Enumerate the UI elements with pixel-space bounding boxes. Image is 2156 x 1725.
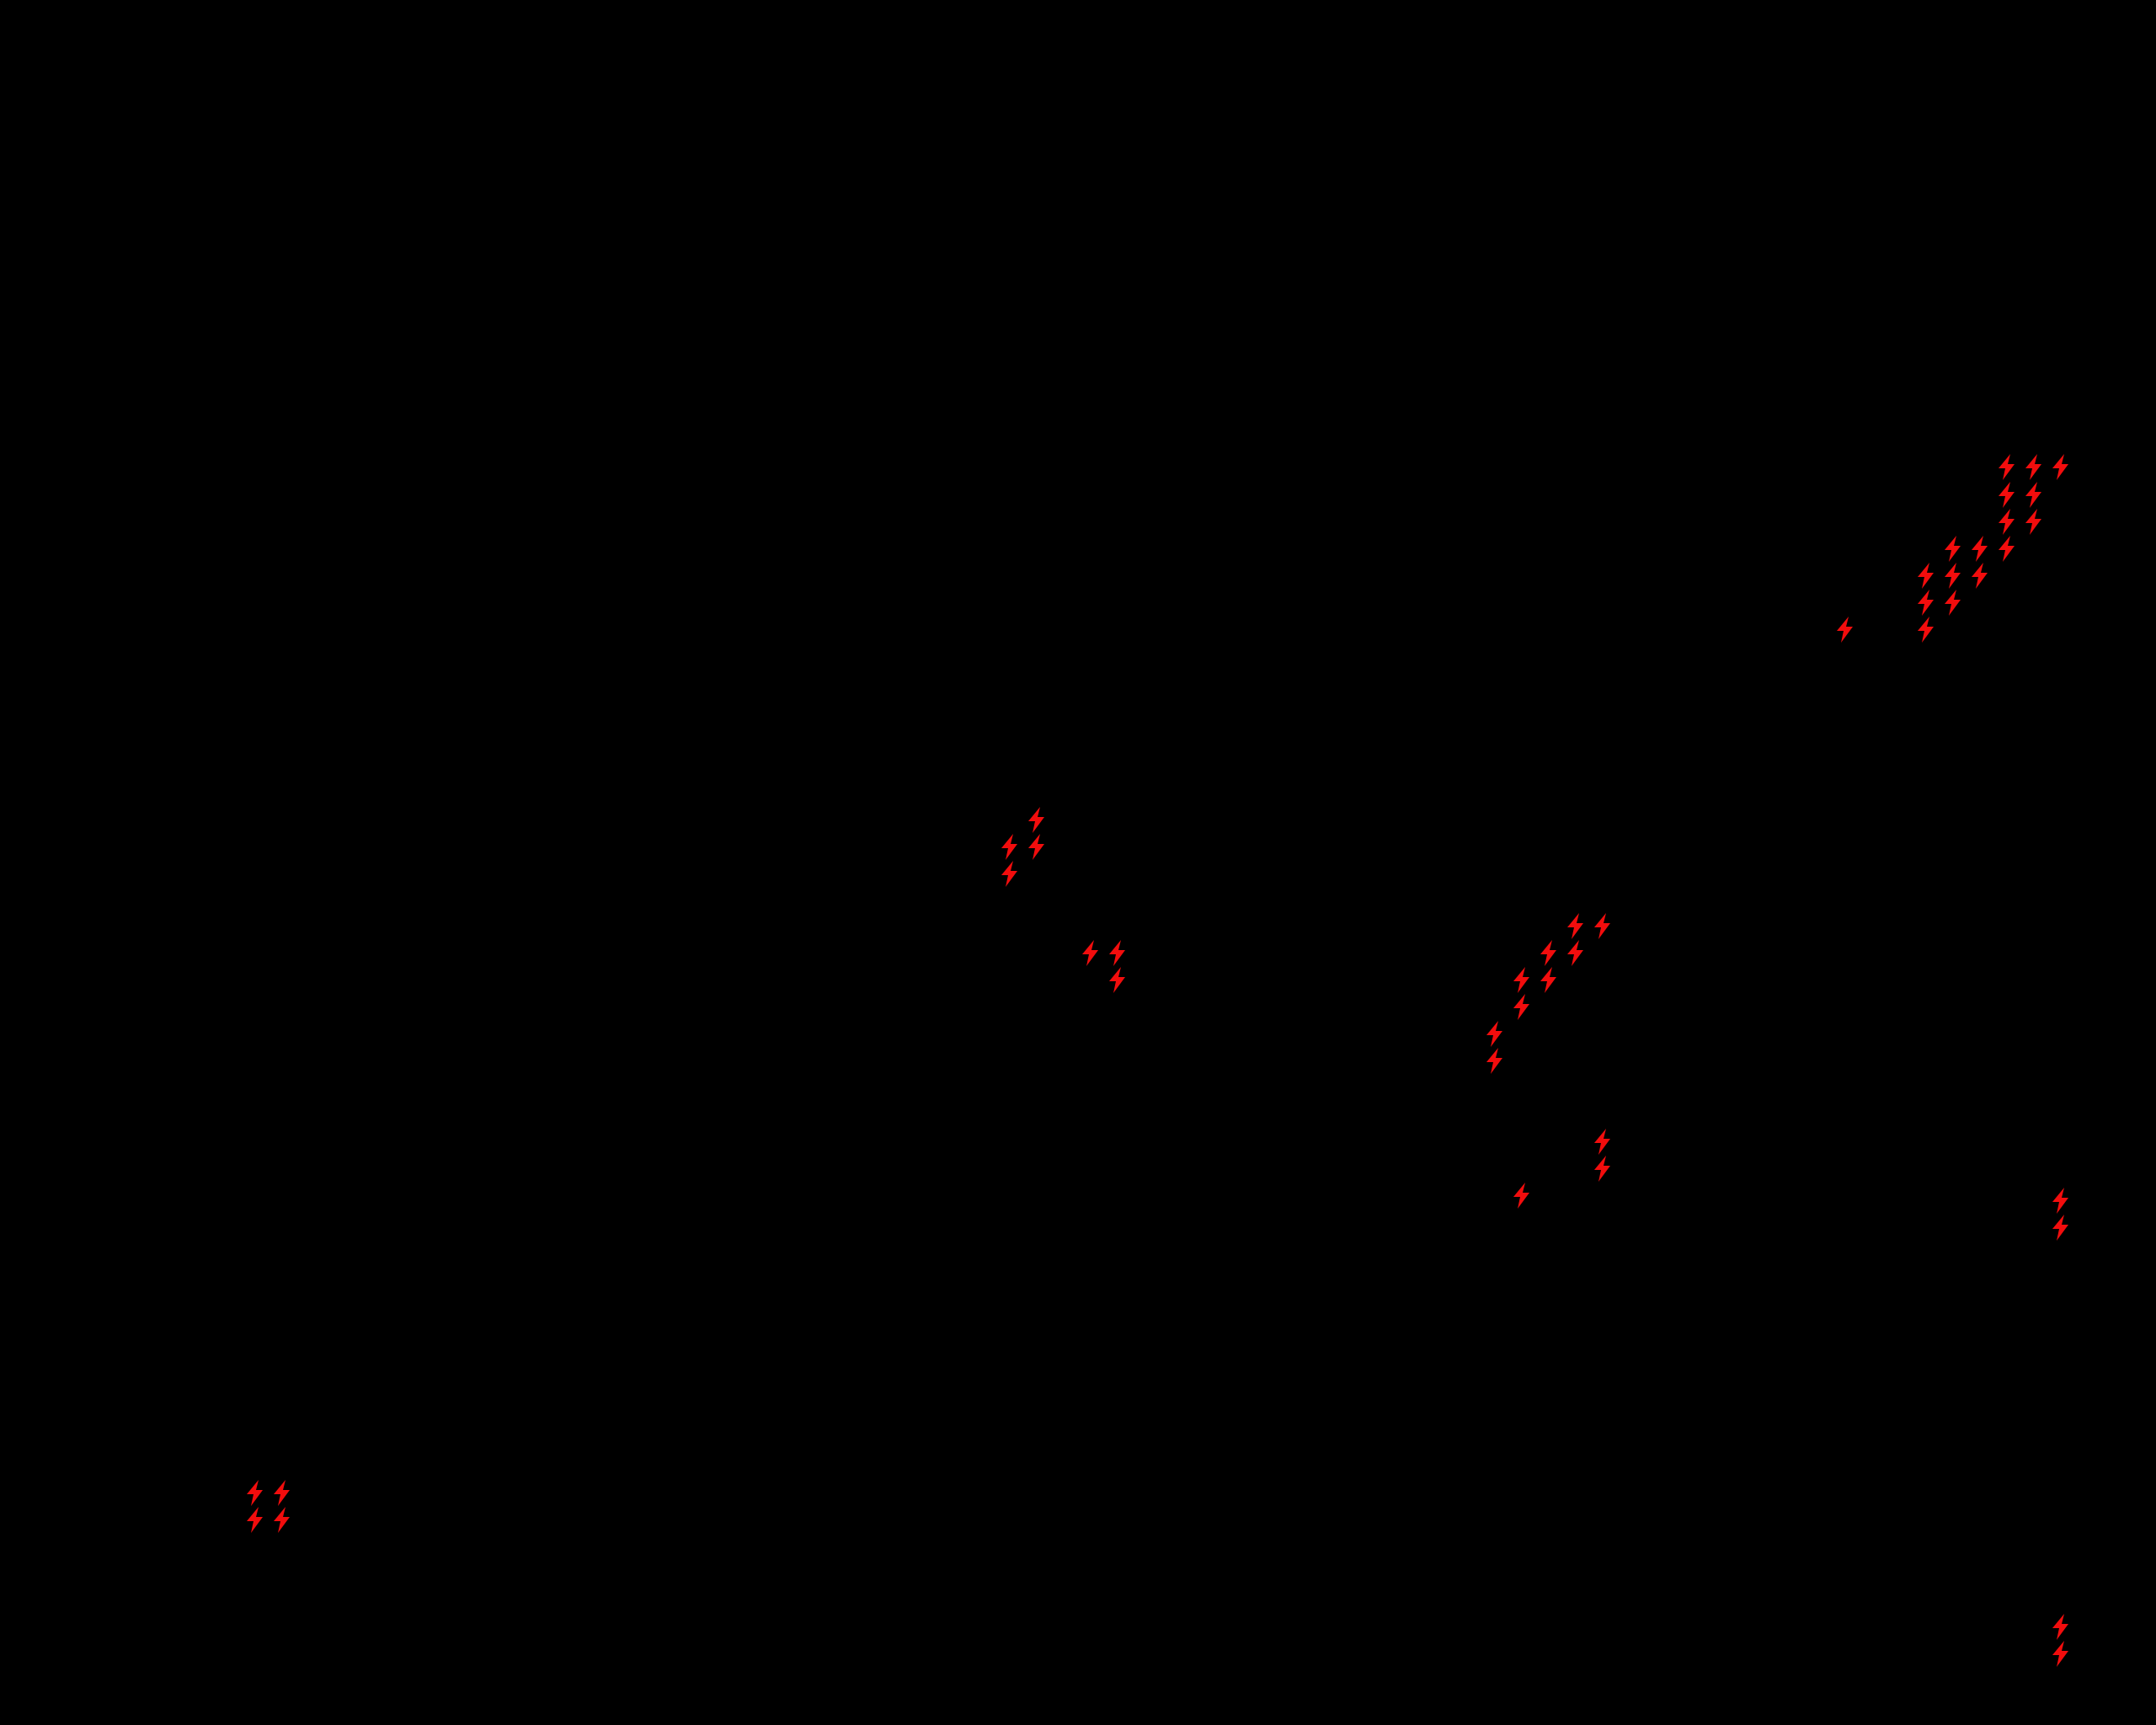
- lightning-bolt-icon[interactable]: [274, 1507, 292, 1534]
- lightning-bolt-icon[interactable]: [1486, 1021, 1505, 1048]
- lightning-bolt-icon[interactable]: [1028, 834, 1047, 861]
- lightning-bolt-icon[interactable]: [1109, 940, 1128, 967]
- lightning-bolt-icon[interactable]: [1567, 940, 1586, 967]
- lightning-bolt-icon[interactable]: [1918, 617, 1936, 644]
- lightning-bolt-icon[interactable]: [2052, 454, 2071, 481]
- lightning-bolt-icon[interactable]: [1594, 1156, 1613, 1183]
- lightning-bolt-icon[interactable]: [1945, 590, 1963, 617]
- lightning-bolt-icon[interactable]: [1540, 967, 1559, 994]
- lightning-bolt-icon[interactable]: [247, 1507, 265, 1534]
- lightning-bolt-icon[interactable]: [1945, 563, 1963, 590]
- lightning-bolt-icon[interactable]: [1918, 590, 1936, 617]
- lightning-bolt-icon[interactable]: [1945, 536, 1963, 563]
- lightning-bolt-icon[interactable]: [1028, 807, 1047, 834]
- lightning-bolt-icon[interactable]: [1999, 454, 2017, 481]
- lightning-bolt-icon[interactable]: [247, 1480, 265, 1507]
- lightning-bolt-icon[interactable]: [1540, 940, 1559, 967]
- lightning-bolt-icon[interactable]: [1999, 482, 2017, 509]
- lightning-bolt-icon[interactable]: [1082, 940, 1101, 967]
- lightning-bolt-icon[interactable]: [1594, 913, 1613, 940]
- lightning-bolt-icon[interactable]: [2025, 454, 2044, 481]
- lightning-bolt-icon[interactable]: [1001, 861, 1020, 888]
- lightning-bolt-icon[interactable]: [1513, 1183, 1532, 1210]
- lightning-bolt-icon[interactable]: [274, 1480, 292, 1507]
- lightning-bolt-icon[interactable]: [2052, 1614, 2071, 1641]
- lightning-bolt-icon[interactable]: [2025, 509, 2044, 536]
- lightning-bolt-icon[interactable]: [2052, 1641, 2071, 1668]
- lightning-bolt-icon[interactable]: [1972, 536, 1990, 563]
- lightning-bolt-icon[interactable]: [1837, 617, 1855, 644]
- lightning-bolt-icon[interactable]: [1567, 913, 1586, 940]
- lightning-bolt-icon[interactable]: [2052, 1188, 2071, 1215]
- lightning-bolt-icon[interactable]: [1109, 967, 1128, 994]
- lightning-bolt-icon[interactable]: [1999, 509, 2017, 536]
- lightning-bolt-icon[interactable]: [1486, 1048, 1505, 1075]
- lightning-bolt-icon[interactable]: [1594, 1129, 1613, 1156]
- lightning-bolt-icon[interactable]: [1001, 834, 1020, 861]
- lightning-bolt-icon[interactable]: [1918, 563, 1936, 590]
- lightning-bolt-icon[interactable]: [1513, 967, 1532, 994]
- lightning-bolt-icon[interactable]: [2052, 1215, 2071, 1242]
- lightning-bolt-icon[interactable]: [2025, 482, 2044, 509]
- lightning-bolt-icon[interactable]: [1999, 536, 2017, 563]
- lightning-bolt-icon[interactable]: [1972, 563, 1990, 590]
- lightning-bolt-icon[interactable]: [1513, 994, 1532, 1021]
